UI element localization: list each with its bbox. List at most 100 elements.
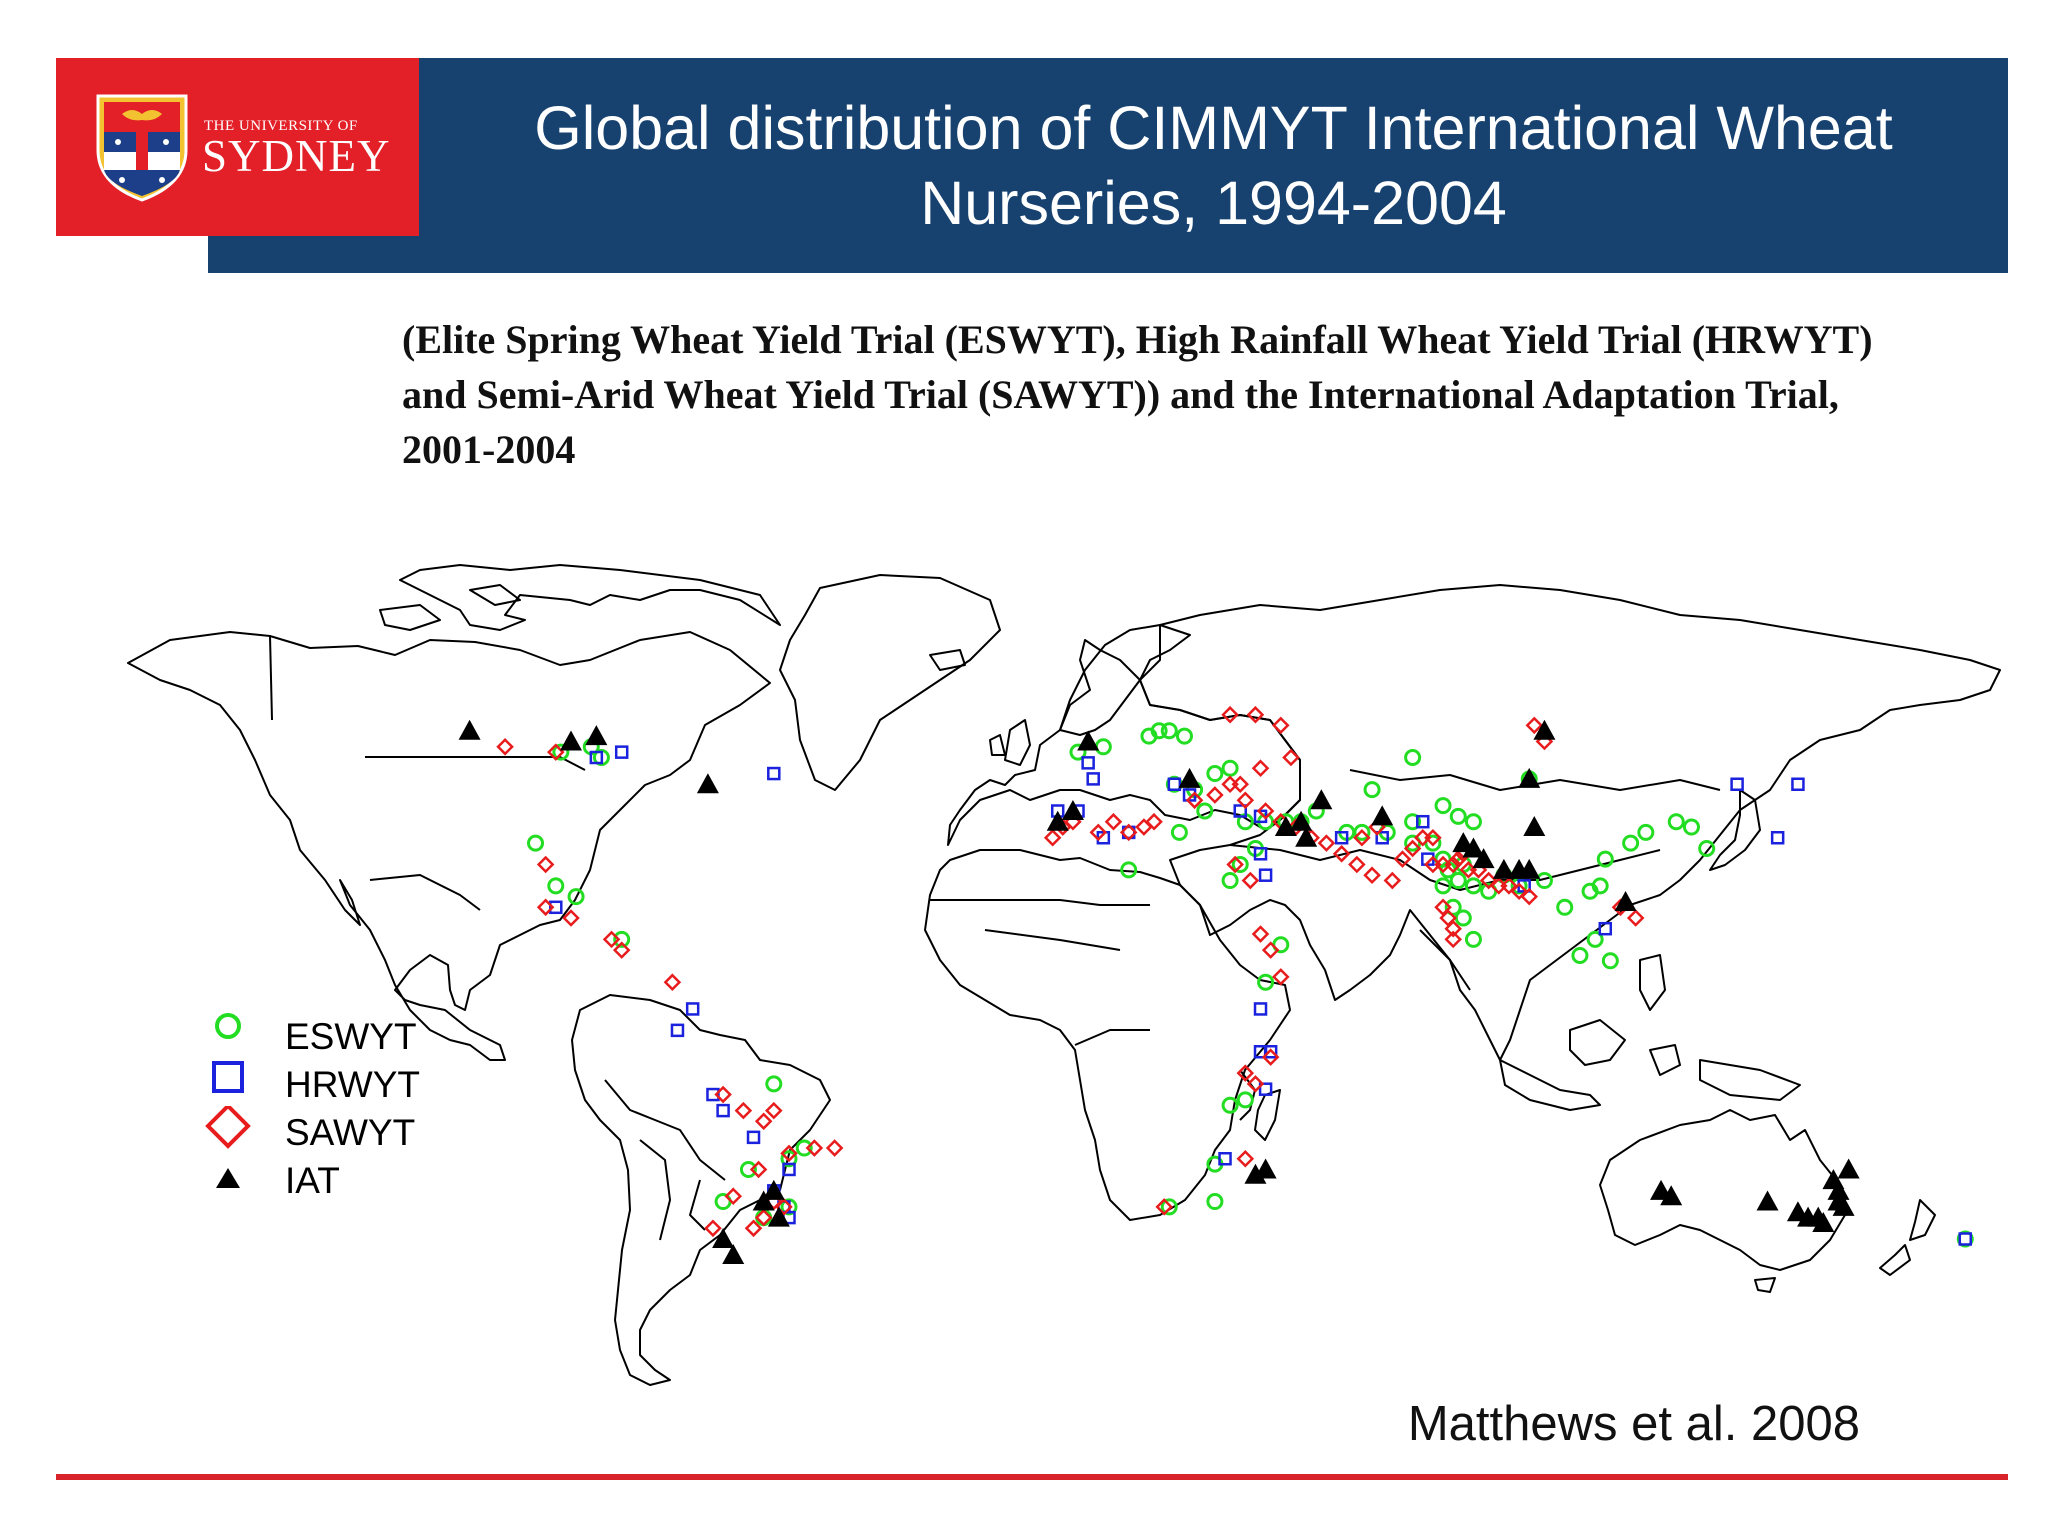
site-marker-eswyt [547, 877, 565, 895]
site-marker-eswyt [1449, 872, 1467, 890]
site-marker-sawyt [1246, 1075, 1265, 1093]
site-marker-eswyt [739, 1160, 757, 1178]
site-marker-sawyt [1332, 845, 1351, 863]
site-marker-eswyt [592, 749, 610, 766]
south-america-outline [571, 994, 831, 1386]
site-marker-sawyt [1119, 823, 1138, 842]
site-marker-eswyt [1404, 749, 1422, 766]
site-marker-iat [1518, 858, 1541, 879]
site-marker-sawyt [1383, 871, 1402, 890]
site-marker-sawyt [1626, 909, 1645, 927]
site-marker-sawyt [1272, 716, 1290, 735]
site-marker-eswyt [552, 743, 570, 761]
site-marker-eswyt [795, 1139, 813, 1157]
diamond-icon [205, 1106, 251, 1149]
site-marker-eswyt [1956, 1230, 1974, 1248]
site-marker-iat [1492, 858, 1515, 879]
site-marker-iat [1837, 1158, 1860, 1179]
site-marker-sawyt [1221, 705, 1239, 724]
site-marker-eswyt [1160, 1198, 1178, 1216]
site-marker-sawyt [1256, 802, 1275, 820]
site-marker-sawyt [1444, 919, 1462, 938]
university-crest-icon [96, 94, 188, 202]
site-marker-eswyt [1206, 765, 1224, 783]
site-marker-hrwyt [746, 1130, 761, 1145]
site-marker-hrwyt [1334, 831, 1349, 845]
site-marker-sawyt [754, 1112, 773, 1131]
site-marker-hrwyt [1598, 921, 1613, 936]
legend-label: HRWYT [285, 1064, 420, 1105]
site-marker-eswyt [1231, 856, 1249, 873]
slide-subtitle: (Elite Spring Wheat Yield Trial (ESWYT),… [402, 317, 1873, 472]
site-marker-iat [1371, 805, 1394, 826]
site-marker-sawyt [1185, 791, 1204, 810]
site-marker-eswyt [1454, 909, 1472, 927]
site-marker-sawyt [1353, 828, 1371, 847]
site-marker-sawyt [1348, 855, 1366, 874]
site-marker-hrwyt [1081, 756, 1095, 770]
site-marker-sawyt [1317, 834, 1336, 852]
site-marker-sawyt [562, 909, 580, 927]
site-marker-iat [752, 1190, 775, 1211]
square-icon [212, 1061, 244, 1093]
site-marker-eswyt [1221, 1096, 1239, 1114]
site-marker-hrwyt [1416, 814, 1430, 829]
site-marker-eswyt [1206, 1193, 1224, 1211]
site-marker-sawyt [744, 1219, 763, 1238]
site-marker-iat [1660, 1185, 1683, 1206]
site-marker-hrwyt [1958, 1232, 1972, 1246]
site-marker-sawyt [1439, 909, 1457, 927]
site-marker-iat [1077, 730, 1100, 751]
site-marker-sawyt [749, 1160, 768, 1179]
site-marker-sawyt [1444, 930, 1462, 949]
site-marker-sawyt [704, 1219, 722, 1238]
site-marker-hrwyt [670, 1023, 685, 1038]
site-marker-iat [1290, 810, 1313, 831]
site-markers [458, 705, 1974, 1265]
site-marker-eswyt [1571, 946, 1589, 964]
site-marker-sawyt [1272, 968, 1290, 986]
citation: Matthews et al. 2008 [1407, 1397, 1860, 1451]
site-marker-eswyt [1510, 877, 1528, 895]
site-marker-iat [1295, 826, 1318, 847]
australia-outline [1599, 1109, 1846, 1271]
site-marker-sawyt [612, 941, 631, 959]
site-marker-iat [1274, 816, 1297, 837]
madagascar-outline [1254, 1089, 1281, 1141]
legend-item-iat: IAT [200, 1154, 460, 1202]
site-marker-hrwyt [1167, 777, 1182, 791]
site-marker-sawyt [825, 1139, 844, 1157]
site-marker-sawyt [1424, 828, 1442, 847]
site-marker-sawyt [1241, 871, 1260, 890]
site-marker-eswyt [765, 1075, 783, 1093]
site-marker-eswyt [1434, 797, 1452, 815]
site-marker-eswyt [613, 930, 631, 948]
site-marker-hrwyt [782, 1162, 796, 1177]
site-marker-eswyt [1150, 722, 1168, 740]
site-marker-eswyt [1591, 877, 1609, 895]
new-zealand-outline [1909, 1199, 1936, 1241]
site-marker-eswyt [1434, 877, 1452, 895]
site-marker-sawyt [765, 1101, 783, 1120]
site-marker-sawyt [1434, 898, 1452, 917]
site-marker-iat [1472, 848, 1495, 869]
site-marker-iat [1178, 767, 1201, 788]
site-marker-iat [762, 1179, 785, 1200]
bottom-rule [56, 1474, 2008, 1480]
site-marker-sawyt [602, 930, 621, 949]
site-marker-eswyt [1601, 952, 1619, 970]
circle-icon [215, 1013, 241, 1039]
site-marker-iat [1756, 1190, 1779, 1211]
site-marker-iat [1462, 837, 1485, 858]
site-marker-eswyt [1444, 898, 1462, 916]
site-marker-iat [1518, 767, 1541, 788]
site-marker-hrwyt [1770, 831, 1785, 845]
site-marker-sawyt [1251, 759, 1270, 777]
site-marker-iat [1046, 810, 1069, 831]
site-marker-iat [458, 719, 481, 740]
site-marker-iat [1812, 1211, 1835, 1232]
site-marker-sawyt [1155, 1198, 1173, 1216]
site-marker-sawyt [1444, 855, 1462, 874]
site-marker-sawyt [754, 1208, 773, 1227]
